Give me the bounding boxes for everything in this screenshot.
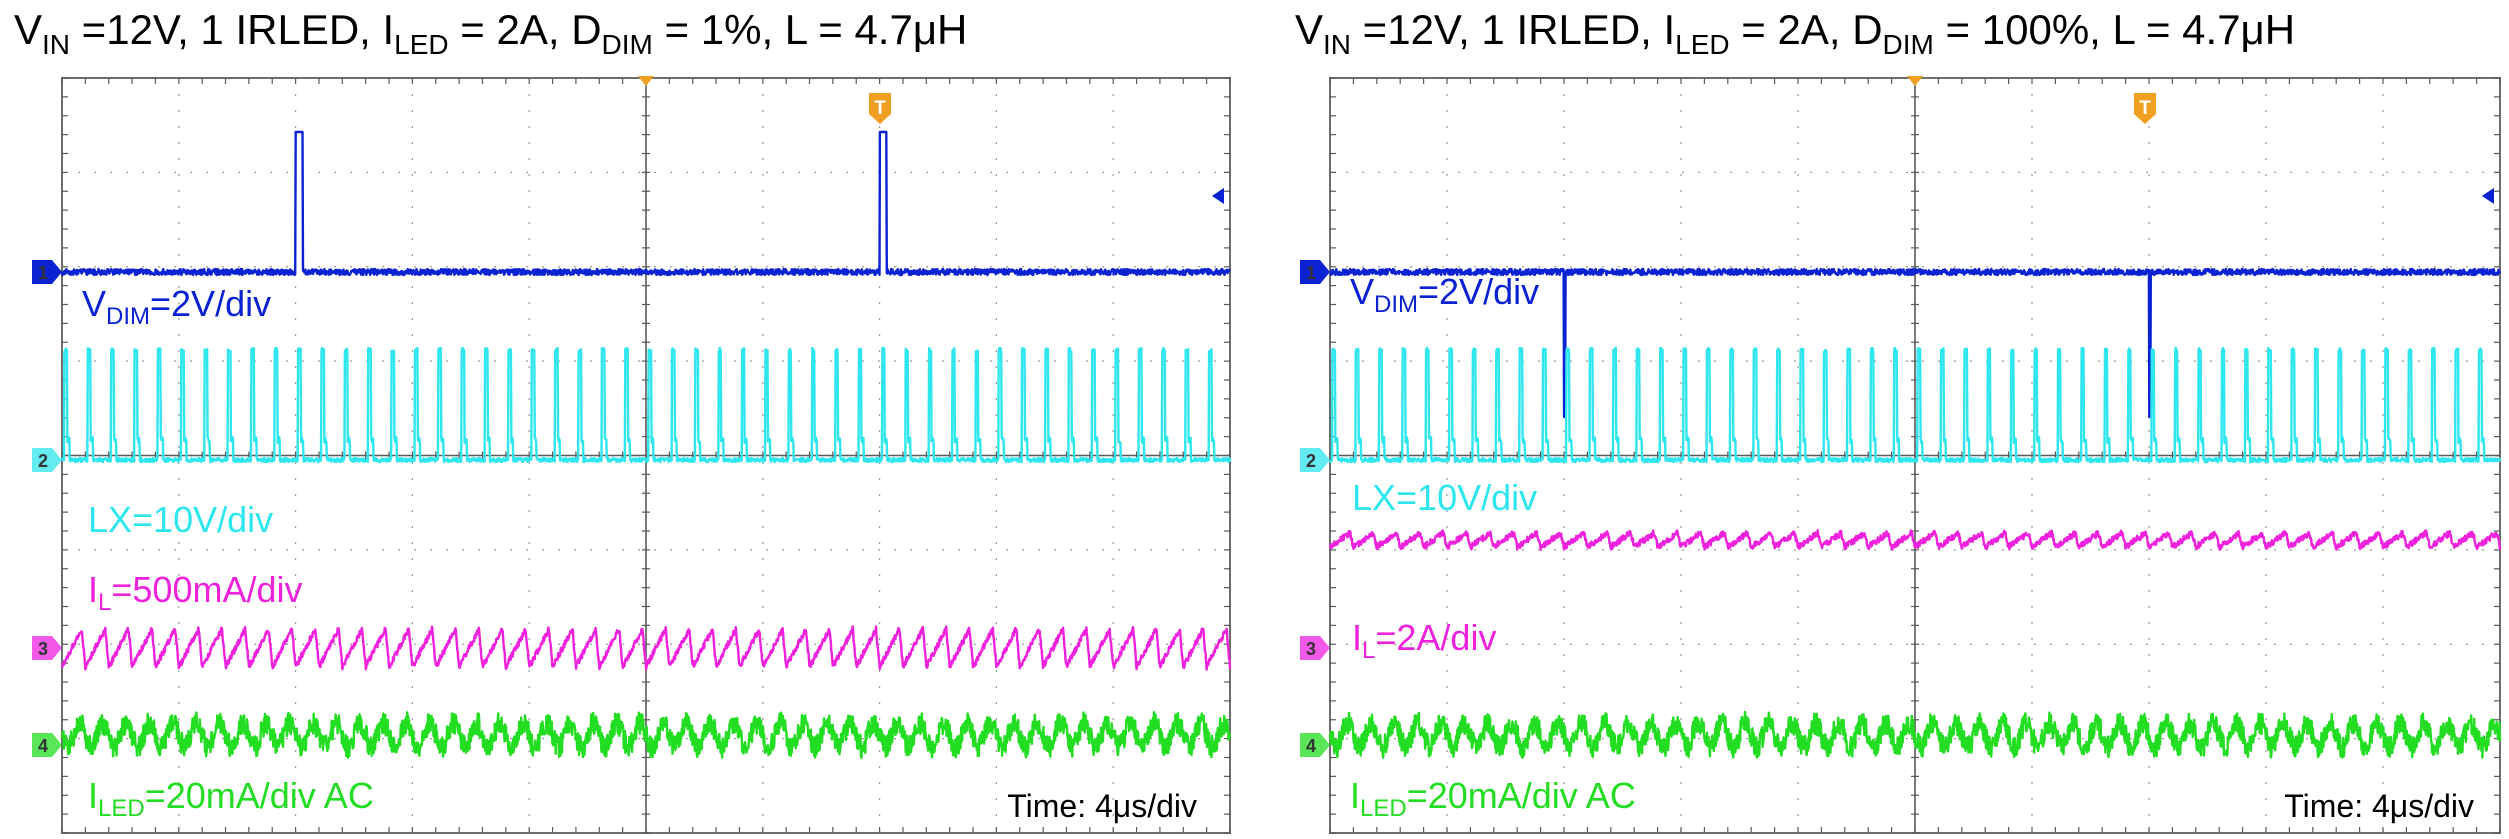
channel-label-3: IL=500mA/div — [88, 569, 302, 616]
title-subscript: IN — [1323, 29, 1352, 60]
label-main: V — [82, 283, 106, 324]
horizontal-position-marker — [1907, 76, 1923, 86]
channel-marker-3: 3 — [32, 636, 62, 660]
label-main: I — [1352, 617, 1362, 658]
title-part: V — [14, 6, 43, 53]
graticule — [61, 77, 1231, 834]
label-rest: =20mA/div AC — [1407, 775, 1636, 816]
title-part: V — [1295, 6, 1324, 53]
label-main: I — [88, 569, 98, 610]
trace-ch1 — [60, 130, 1231, 277]
channel-label-2: LX=10V/div — [88, 499, 273, 540]
channel-marker-number: 4 — [1306, 736, 1316, 756]
time-per-div-label: Time: 4μs/div — [2284, 788, 2474, 824]
title-subscript: DIM — [1882, 29, 1934, 60]
channel-marker-shape — [1300, 733, 1330, 757]
channel-marker-shape — [32, 636, 62, 660]
channel-label-1: VDIM=2V/div — [82, 283, 271, 330]
channel-marker-number: 3 — [1306, 639, 1316, 659]
title-subscript: LED — [394, 29, 449, 60]
channel-marker-shape — [1300, 260, 1330, 284]
channel-marker-shape — [32, 733, 62, 757]
label-rest: =20mA/div AC — [145, 775, 374, 816]
label-rest: =2V/div — [1418, 271, 1539, 312]
label-main: I — [88, 775, 98, 816]
time-per-div-label: Time: 4μs/div — [1007, 788, 1197, 824]
chart-title: VIN =12V, 1 IRLED, ILED = 2A, DDIM = 1%,… — [14, 0, 967, 64]
channel-marker-number: 2 — [1306, 451, 1316, 471]
title-subscript: IN — [42, 29, 71, 60]
scope-panel-left: VIN =12V, 1 IRLED, ILED = 2A, DDIM = 1%,… — [0, 0, 1250, 839]
scope-panel-right: VIN =12V, 1 IRLED, ILED = 2A, DDIM = 100… — [1250, 0, 2509, 839]
horizontal-position-marker — [638, 76, 654, 86]
label-subscript: L — [1362, 637, 1375, 664]
label-subscript: DIM — [1374, 291, 1418, 318]
trigger-level-arrow — [2482, 188, 2494, 204]
trace-ch2 — [60, 346, 1232, 464]
label-subscript: LED — [98, 795, 145, 822]
trace-ch3 — [60, 625, 1232, 671]
channel-marker-shape — [1300, 448, 1330, 472]
title-part: =12V, 1 IRLED, I — [1351, 6, 1676, 53]
trace-ch4 — [60, 711, 1232, 759]
channel-marker-shape — [1300, 636, 1330, 660]
title-subscript: DIM — [601, 29, 653, 60]
channel-label-4: ILED=20mA/div AC — [88, 775, 374, 822]
title-part: = 2A, D — [1729, 6, 1883, 53]
channel-marker-number: 4 — [38, 736, 48, 756]
channel-label-4: ILED=20mA/div AC — [1350, 775, 1636, 822]
channel-marker-4: 4 — [1300, 733, 1330, 757]
trace-ch3 — [1328, 529, 2502, 551]
label-subscript: LED — [1360, 795, 1407, 822]
channel-marker-shape — [32, 260, 62, 284]
channel-marker-2: 2 — [32, 448, 62, 472]
trigger-marker-label: T — [2139, 98, 2151, 119]
graticule — [1329, 77, 2501, 834]
channel-marker-1: 1 — [32, 260, 62, 284]
channel-label-1: VDIM=2V/div — [1350, 271, 1539, 318]
label-rest: =2A/div — [1375, 617, 1496, 658]
trigger-marker-shape — [2134, 93, 2156, 124]
label-rest: =500mA/div — [111, 569, 302, 610]
chart-title: VIN =12V, 1 IRLED, ILED = 2A, DDIM = 100… — [1295, 0, 2295, 64]
label-main: I — [1350, 775, 1360, 816]
trace-ch4 — [1328, 710, 2502, 759]
channel-marker-shape — [32, 448, 62, 472]
label-subscript: DIM — [106, 303, 150, 330]
title-part: = 1%, L = 4.7μH — [652, 6, 968, 53]
title-subscript: LED — [1675, 29, 1730, 60]
trace-ch2 — [1328, 346, 2502, 464]
channel-marker-number: 3 — [38, 639, 48, 659]
label-main: LX=10V/div — [1352, 477, 1537, 518]
channel-marker-number: 1 — [38, 263, 48, 283]
trigger-marker: T — [869, 93, 891, 124]
channel-marker-4: 4 — [32, 733, 62, 757]
trigger-marker-shape — [869, 93, 891, 124]
channel-marker-2: 2 — [1300, 448, 1330, 472]
label-main: LX=10V/div — [88, 499, 273, 540]
oscilloscope-plot: T1VDIM=2V/div2LX=10V/div3IL=500mA/div4IL… — [32, 76, 1232, 834]
title-part: = 2A, D — [448, 6, 602, 53]
label-main: V — [1350, 271, 1374, 312]
label-rest: =2V/div — [150, 283, 271, 324]
channel-label-3: IL=2A/div — [1352, 617, 1496, 664]
channel-marker-3: 3 — [1300, 636, 1330, 660]
channel-marker-1: 1 — [1300, 260, 1330, 284]
trigger-marker-label: T — [874, 98, 886, 119]
trigger-level-arrow — [1212, 188, 1224, 204]
label-subscript: L — [98, 589, 111, 616]
trace-ch1 — [1329, 267, 2502, 419]
channel-marker-number: 1 — [1306, 263, 1316, 283]
title-part: = 100%, L = 4.7μH — [1933, 6, 2296, 53]
title-part: =12V, 1 IRLED, I — [70, 6, 395, 53]
trigger-marker: T — [2134, 93, 2156, 124]
channel-marker-number: 2 — [38, 451, 48, 471]
channel-label-2: LX=10V/div — [1352, 477, 1537, 518]
